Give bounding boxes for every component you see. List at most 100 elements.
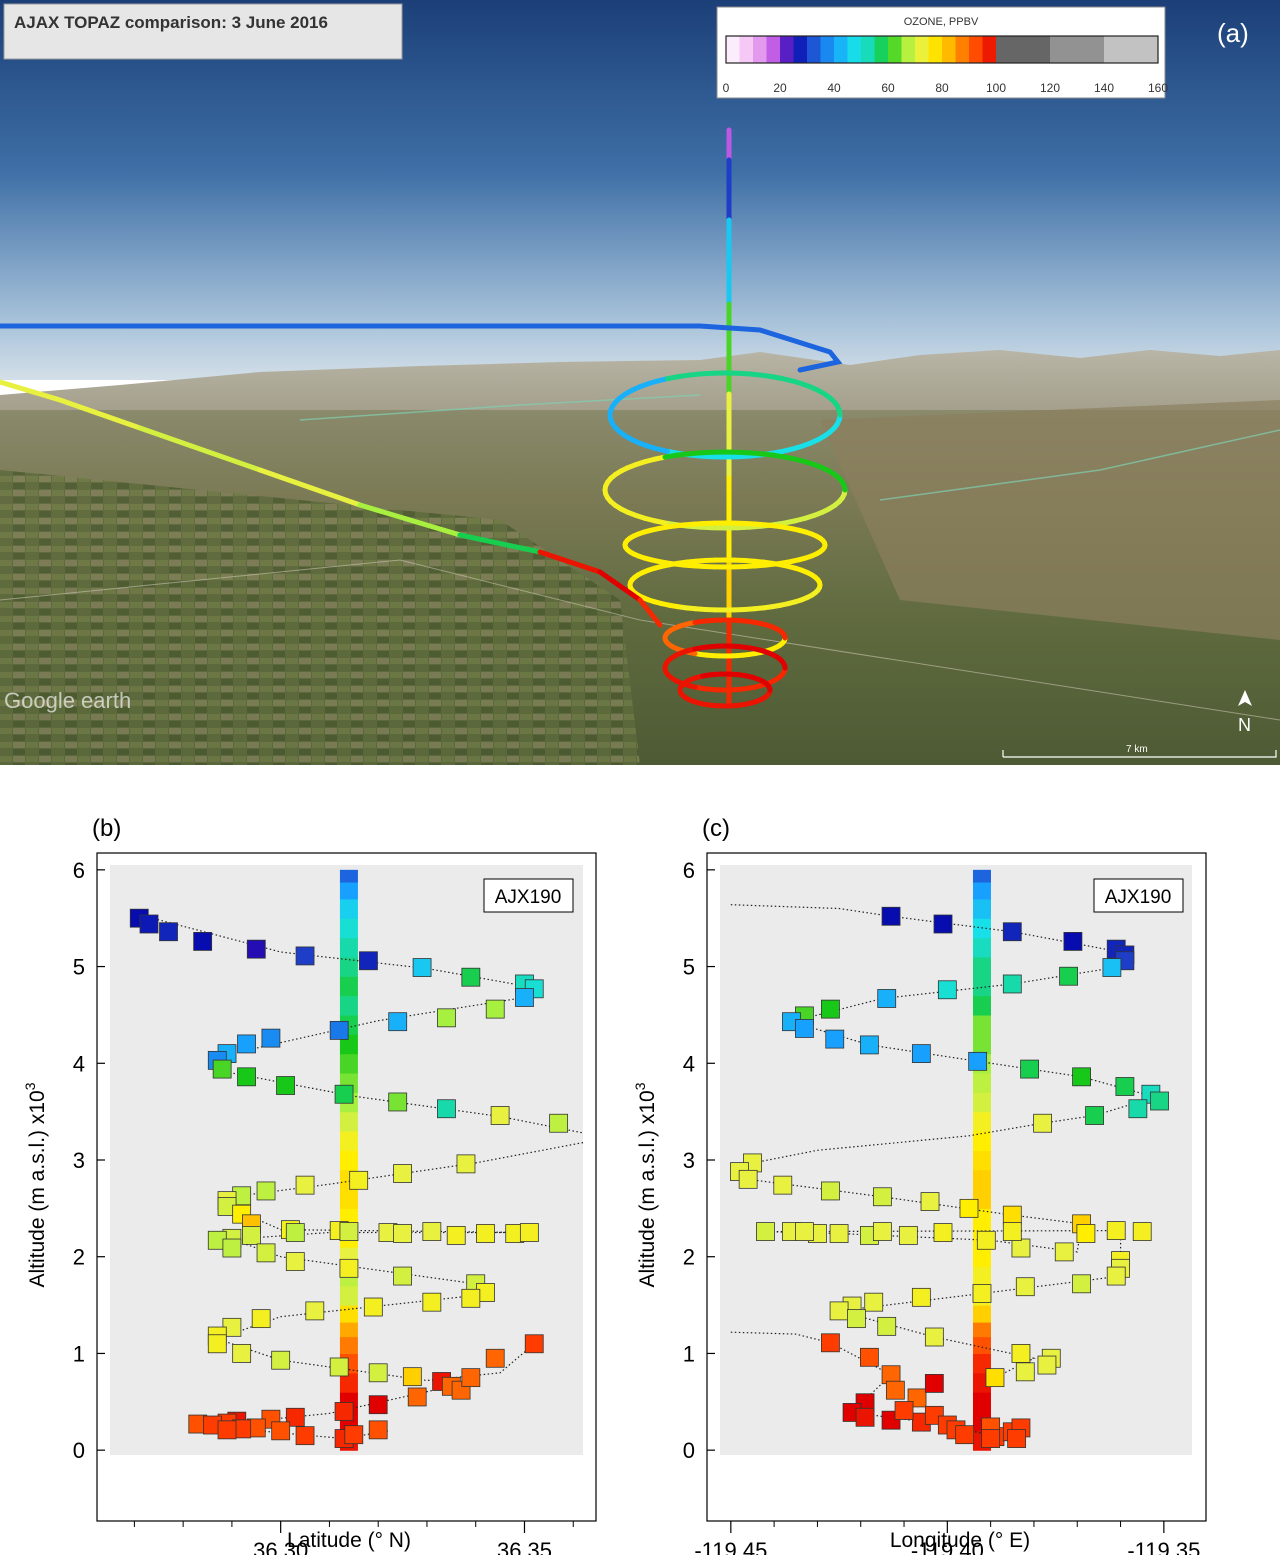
colorbar-tick-label: 80	[935, 81, 949, 95]
data-point	[1073, 1275, 1091, 1293]
y-tick-label: 5	[683, 955, 695, 980]
column-cell	[973, 1034, 991, 1054]
y-axis-label: Altitude (m a.s.l.) x103	[632, 1082, 659, 1287]
colorbar-cell	[807, 36, 821, 63]
data-point	[1012, 1239, 1030, 1257]
data-point	[1133, 1223, 1151, 1241]
data-point	[369, 1421, 387, 1439]
y-tick-label: 4	[683, 1051, 695, 1076]
data-point	[925, 1374, 943, 1392]
column-cell	[973, 1266, 991, 1286]
data-point	[1003, 975, 1021, 993]
data-point	[1016, 1363, 1034, 1381]
data-point	[821, 1182, 839, 1200]
data-point	[462, 1289, 480, 1307]
data-point	[262, 1029, 280, 1047]
data-point	[369, 1364, 387, 1382]
data-point	[340, 1259, 358, 1277]
data-point	[394, 1267, 412, 1285]
data-point	[272, 1351, 290, 1369]
data-point	[830, 1225, 848, 1243]
data-point	[394, 1165, 412, 1183]
track-segment	[819, 582, 820, 585]
colorbar-tick-label: 120	[1040, 81, 1060, 95]
data-point	[208, 1335, 226, 1353]
data-point	[223, 1239, 241, 1257]
column-cell	[340, 1286, 358, 1306]
column-cell	[340, 1112, 358, 1132]
data-point	[1077, 1225, 1095, 1243]
data-point	[423, 1223, 441, 1241]
y-tick-label: 0	[683, 1438, 695, 1463]
column-cell	[340, 957, 358, 977]
data-point	[1129, 1100, 1147, 1118]
colorbar-cells	[726, 36, 1159, 63]
colorbar-cell	[915, 36, 929, 63]
data-point	[247, 940, 265, 958]
data-point	[934, 915, 952, 933]
legend-box: AJX190	[484, 879, 573, 912]
data-point	[1003, 1206, 1021, 1224]
data-point	[1103, 959, 1121, 977]
colorbar-cell	[1050, 36, 1105, 63]
data-point	[1021, 1060, 1039, 1078]
data-point	[462, 1369, 480, 1387]
legend-box: AJX190	[1094, 879, 1183, 912]
track-segment	[824, 543, 825, 545]
data-point	[956, 1426, 974, 1444]
column-cell	[340, 899, 358, 919]
column-cell	[340, 1305, 358, 1323]
column-cell	[973, 957, 991, 977]
data-point	[1016, 1278, 1034, 1296]
data-point	[335, 1085, 353, 1103]
data-point	[345, 1426, 363, 1444]
data-point	[756, 1223, 774, 1241]
data-point	[242, 1226, 260, 1244]
colorbar-cell	[942, 36, 956, 63]
colorbar-cell	[861, 36, 875, 63]
data-point	[982, 1430, 1000, 1448]
data-point	[408, 1388, 426, 1406]
column-cell	[973, 1150, 991, 1170]
colorbar-cell	[767, 36, 781, 63]
data-point	[194, 932, 212, 950]
y-tick-label: 0	[73, 1438, 85, 1463]
colorbar-cell	[780, 36, 794, 63]
data-point	[491, 1107, 509, 1125]
data-point	[934, 1224, 952, 1242]
data-point	[856, 1408, 874, 1426]
data-point	[860, 1348, 878, 1366]
data-point	[1012, 1344, 1030, 1362]
data-point	[335, 1402, 353, 1420]
panel-a-title: AJAX TOPAZ comparison: 3 June 2016	[14, 13, 328, 32]
colorbar-cell	[888, 36, 902, 63]
colorbar-cell	[969, 36, 983, 63]
panel-label: (c)	[702, 815, 730, 842]
column-cell	[973, 1015, 991, 1035]
data-point	[1034, 1114, 1052, 1132]
data-point	[795, 1223, 813, 1241]
data-point	[140, 915, 158, 933]
data-point	[986, 1369, 1004, 1387]
colorbar-tick-label: 20	[773, 81, 787, 95]
ozone-column	[973, 870, 991, 1451]
data-point	[1055, 1243, 1073, 1261]
data-point	[873, 1188, 891, 1206]
y-tick-label: 6	[73, 858, 85, 883]
colorbar-cell	[929, 36, 943, 63]
colorbar-title: OZONE, PPBV	[904, 16, 979, 28]
column-cell	[340, 1131, 358, 1151]
data-point	[865, 1293, 883, 1311]
y-tick-label: 5	[73, 955, 85, 980]
y-tick-label: 1	[73, 1341, 85, 1366]
column-cell	[973, 976, 991, 996]
north-label: N	[1238, 715, 1251, 735]
data-point	[1064, 932, 1082, 950]
colorbar-cell	[983, 36, 997, 63]
x-axis-label: Longitude (° E)	[890, 1529, 1030, 1552]
data-point	[476, 1225, 494, 1243]
